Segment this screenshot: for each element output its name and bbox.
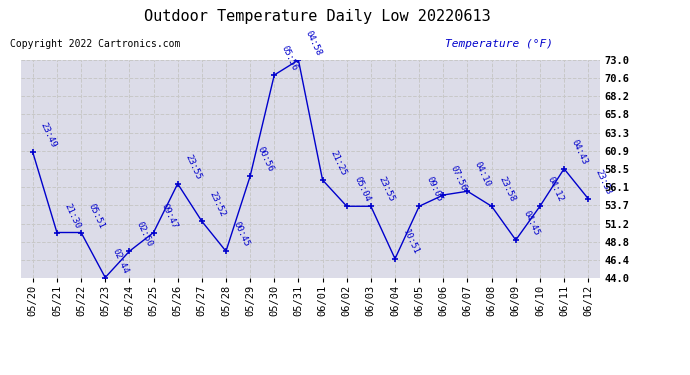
Text: Copyright 2022 Cartronics.com: Copyright 2022 Cartronics.com — [10, 39, 181, 50]
Text: 02:44: 02:44 — [111, 246, 130, 275]
Text: 09:47: 09:47 — [159, 201, 179, 230]
Text: 00:56: 00:56 — [256, 145, 275, 174]
Text: 21:25: 21:25 — [328, 149, 348, 177]
Text: 02:50: 02:50 — [135, 220, 155, 249]
Text: 04:45: 04:45 — [522, 209, 541, 237]
Text: 04:12: 04:12 — [546, 175, 565, 204]
Text: 05:56: 05:56 — [280, 44, 299, 72]
Text: Temperature (°F): Temperature (°F) — [445, 39, 553, 50]
Text: 09:05: 09:05 — [425, 175, 444, 204]
Text: 21:30: 21:30 — [63, 201, 82, 230]
Text: 04:43: 04:43 — [570, 138, 589, 166]
Text: Outdoor Temperature Daily Low 20220613: Outdoor Temperature Daily Low 20220613 — [144, 9, 491, 24]
Text: 00:45: 00:45 — [232, 220, 251, 249]
Text: 23:55: 23:55 — [184, 153, 203, 181]
Text: 23:33: 23:33 — [594, 168, 613, 196]
Text: 23:58: 23:58 — [497, 175, 517, 204]
Text: 04:10: 04:10 — [473, 160, 493, 189]
Text: 07:56: 07:56 — [449, 164, 469, 192]
Text: 23:49: 23:49 — [39, 121, 58, 150]
Text: 05:04: 05:04 — [353, 175, 372, 204]
Text: 10:51: 10:51 — [401, 228, 420, 256]
Text: 23:52: 23:52 — [208, 190, 227, 219]
Text: 05:51: 05:51 — [87, 201, 106, 230]
Text: 04:58: 04:58 — [304, 29, 324, 57]
Text: 23:55: 23:55 — [377, 175, 396, 204]
